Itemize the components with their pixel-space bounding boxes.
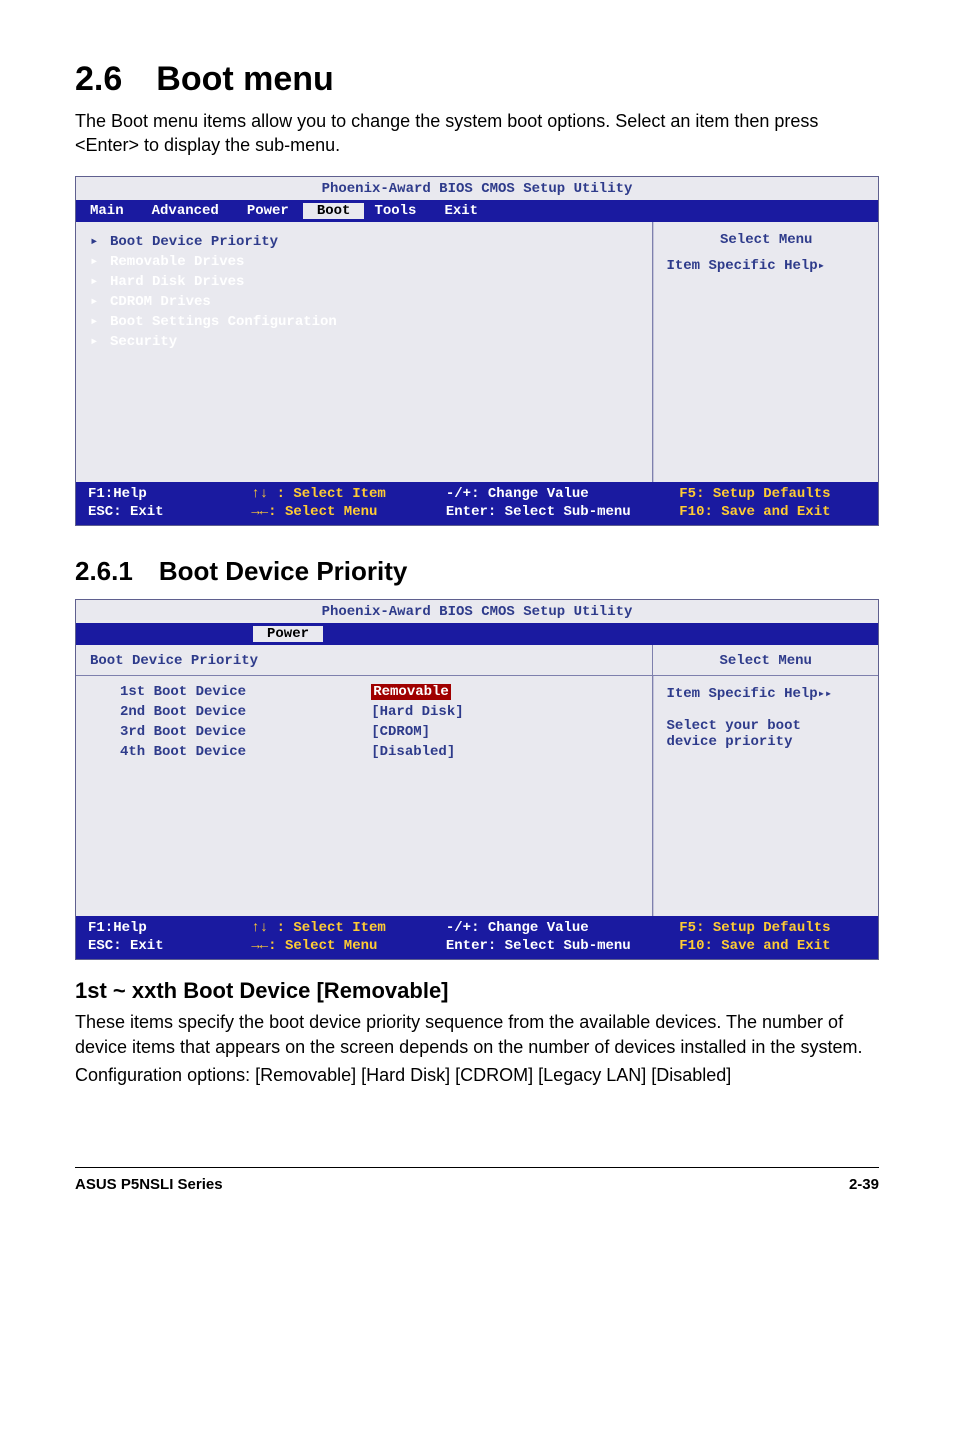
boot-device-value[interactable]: [Hard Disk] — [371, 704, 652, 724]
help-panel-title: Select Menu — [653, 645, 878, 676]
intro-text: The Boot menu items allow you to change … — [75, 109, 879, 158]
help-panel-subtitle: Item Specific Help▸▸ — [666, 686, 866, 702]
bios-help-panel: Select Menu Item Specific Help▸ — [653, 222, 878, 482]
help-arrow-icon: ▸ — [818, 259, 825, 273]
menu-item-removable-drives[interactable]: ▸Removable Drives — [90, 252, 652, 272]
body-paragraph: Configuration options: [Removable] [Hard… — [75, 1063, 879, 1087]
bios-help-panel: Item Specific Help▸▸ Select your boot de… — [653, 676, 878, 916]
bios-tab-bar: Power — [76, 623, 878, 645]
submenu-arrow-icon: ▸ — [90, 333, 110, 350]
panel-title: Boot Device Priority — [76, 645, 653, 676]
tab-power[interactable]: Power — [233, 203, 303, 219]
bios-key-legend: F1:Help ESC: Exit ↑↓ : Select Item →←: S… — [76, 916, 878, 959]
legend-select-item: ↑↓ : Select Item — [251, 919, 446, 937]
boot-device-row-4[interactable]: 4th Boot Device [Disabled] — [90, 744, 652, 764]
menu-item-boot-device-priority[interactable]: ▸Boot Device Priority — [90, 232, 652, 252]
menu-item-security[interactable]: ▸Security — [90, 332, 652, 352]
help-text-line: device priority — [666, 734, 866, 750]
page-footer: ASUS P5NSLI Series 2-39 — [75, 1167, 879, 1193]
legend-esc-exit: ESC: Exit — [88, 503, 251, 521]
legend-f10-save: F10: Save and Exit — [679, 937, 866, 955]
bios-screenshot-boot-menu: Phoenix-Award BIOS CMOS Setup Utility Ma… — [75, 176, 879, 526]
tab-power[interactable]: Power — [253, 626, 323, 642]
legend-select-menu: →←: Select Menu — [251, 503, 446, 521]
legend-f1-help: F1:Help — [88, 919, 251, 937]
tab-main[interactable]: Main — [76, 203, 138, 219]
tab-tools[interactable]: Tools — [364, 203, 430, 219]
submenu-arrow-icon: ▸ — [90, 253, 110, 270]
help-text-line: Select your boot — [666, 718, 866, 734]
page-heading: 2.6 Boot menu — [75, 60, 879, 99]
bios-key-legend: F1:Help ESC: Exit ↑↓ : Select Item →←: S… — [76, 482, 878, 525]
section-heading-boot-device-priority: 2.6.1 Boot Device Priority — [75, 556, 879, 587]
submenu-arrow-icon: ▸ — [90, 273, 110, 290]
legend-esc-exit: ESC: Exit — [88, 937, 251, 955]
legend-f1-help: F1:Help — [88, 485, 251, 503]
legend-f5-defaults: F5: Setup Defaults — [679, 919, 866, 937]
boot-device-value-selected[interactable]: Removable — [371, 684, 451, 700]
legend-select-item: ↑↓ : Select Item — [251, 485, 446, 503]
tab-exit[interactable]: Exit — [430, 203, 492, 219]
boot-device-label: 2nd Boot Device — [90, 704, 371, 724]
tab-boot[interactable]: Boot — [303, 203, 365, 219]
legend-enter-submenu: Enter: Select Sub-menu — [446, 937, 679, 955]
bios-tab-bar: Main Advanced Power Boot Tools Exit — [76, 200, 878, 222]
menu-item-cdrom-drives[interactable]: ▸CDROM Drives — [90, 292, 652, 312]
help-arrow-icon: ▸▸ — [818, 687, 832, 701]
legend-change-value: -/+: Change Value — [446, 919, 679, 937]
help-panel-subtitle: Item Specific Help▸ — [666, 258, 866, 274]
legend-change-value: -/+: Change Value — [446, 485, 679, 503]
boot-device-row-2[interactable]: 2nd Boot Device [Hard Disk] — [90, 704, 652, 724]
tab-advanced[interactable]: Advanced — [138, 203, 233, 219]
footer-page-number: 2-39 — [849, 1176, 879, 1193]
subsection-heading-first-boot-device: 1st ~ xxth Boot Device [Removable] — [75, 978, 879, 1004]
boot-device-value[interactable]: [CDROM] — [371, 724, 652, 744]
menu-item-hard-disk-drives[interactable]: ▸Hard Disk Drives — [90, 272, 652, 292]
submenu-arrow-icon: ▸ — [90, 313, 110, 330]
boot-device-value[interactable]: [Disabled] — [371, 744, 652, 764]
legend-enter-submenu: Enter: Select Sub-menu — [446, 503, 679, 521]
bios-menu-list: ▸Boot Device Priority ▸Removable Drives … — [76, 222, 653, 482]
bios-screenshot-boot-device-priority: Phoenix-Award BIOS CMOS Setup Utility Po… — [75, 599, 879, 960]
menu-item-boot-settings-config[interactable]: ▸Boot Settings Configuration — [90, 312, 652, 332]
legend-select-menu: →←: Select Menu — [251, 937, 446, 955]
submenu-arrow-icon: ▸ — [90, 293, 110, 310]
boot-device-row-3[interactable]: 3rd Boot Device [CDROM] — [90, 724, 652, 744]
legend-f10-save: F10: Save and Exit — [679, 503, 866, 521]
boot-device-list: 1st Boot Device Removable 2nd Boot Devic… — [76, 676, 653, 916]
boot-device-row-1[interactable]: 1st Boot Device Removable — [90, 684, 652, 704]
boot-device-label: 1st Boot Device — [90, 684, 371, 704]
help-panel-title: Select Menu — [666, 232, 866, 258]
footer-product-name: ASUS P5NSLI Series — [75, 1176, 223, 1193]
submenu-arrow-icon: ▸ — [90, 233, 110, 250]
bios-title: Phoenix-Award BIOS CMOS Setup Utility — [76, 177, 878, 200]
body-paragraph: These items specify the boot device prio… — [75, 1010, 879, 1059]
boot-device-label: 3rd Boot Device — [90, 724, 371, 744]
boot-device-label: 4th Boot Device — [90, 744, 371, 764]
bios-title: Phoenix-Award BIOS CMOS Setup Utility — [76, 600, 878, 623]
legend-f5-defaults: F5: Setup Defaults — [679, 485, 866, 503]
